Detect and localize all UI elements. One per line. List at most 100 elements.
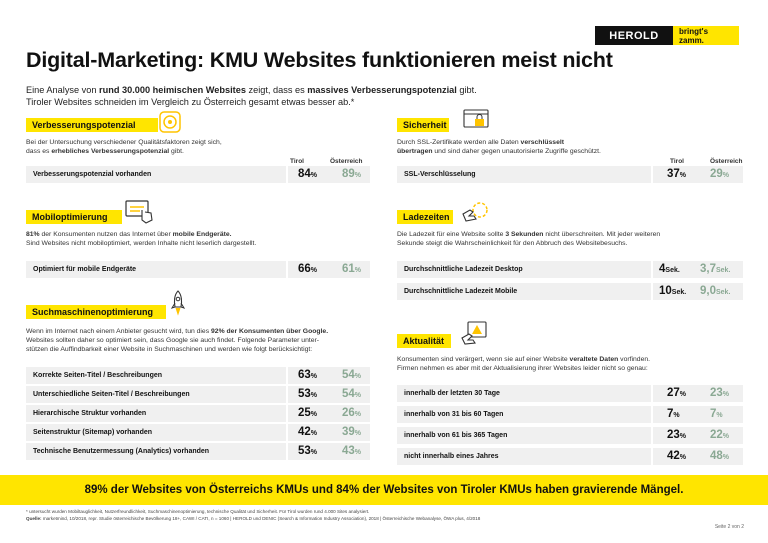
value-number: 3,7 xyxy=(700,263,716,275)
value-unit: % xyxy=(722,454,730,461)
value-unit: % xyxy=(722,433,730,440)
source-label: Quelle: xyxy=(26,516,42,521)
row-divider xyxy=(651,166,653,183)
row-label: Verbesserungspotenzial vorhanden xyxy=(33,171,152,178)
value-number: 63 xyxy=(298,369,311,381)
value-austria: 3,7Sek. xyxy=(700,262,730,278)
sicherheit-text: Durch SSL-Zertifikate werden alle Daten … xyxy=(397,138,737,156)
row-divider xyxy=(286,166,288,183)
value-austria: 39% xyxy=(342,425,361,441)
table-row: nicht innerhalb eines Jahres 42% 48% xyxy=(397,448,743,465)
row-label: innerhalb von 31 bis 60 Tagen xyxy=(404,411,504,418)
row-divider xyxy=(286,424,288,441)
intro-part: zeigt, dass es xyxy=(245,85,308,95)
table-row: Unterschiedliche Seiten-Titel / Beschrei… xyxy=(26,386,370,403)
value-tirol: 42% xyxy=(667,449,686,465)
row-label: Durchschnittliche Ladezeit Desktop xyxy=(404,266,523,273)
row-divider xyxy=(651,283,653,300)
value-austria: 43% xyxy=(342,444,361,460)
value-number: 37 xyxy=(667,168,680,180)
value-unit: % xyxy=(310,430,318,437)
value-number: 23 xyxy=(667,429,680,441)
verbesserung-text: Bei der Untersuchung verschiedener Quali… xyxy=(26,138,346,156)
intro-bold: rund 30.000 heimischen Websites xyxy=(99,85,246,95)
value-number: 22 xyxy=(710,429,723,441)
text-bold: veraltete Daten xyxy=(569,356,619,363)
value-number: 89 xyxy=(342,168,355,180)
value-number: 66 xyxy=(298,263,311,275)
row-label: Unterschiedliche Seiten-Titel / Beschrei… xyxy=(33,391,190,398)
source-line: Quelle: marketmind, 10/2018, repr. Studi… xyxy=(26,516,480,521)
table-row: Hierarchische Struktur vorhanden 25% 26% xyxy=(26,405,370,422)
table-row: Durchschnittliche Ladezeit Desktop 4Sek. 3… xyxy=(397,261,743,278)
row-divider xyxy=(286,443,288,460)
value-number: 42 xyxy=(667,450,680,462)
value-tirol: 7% xyxy=(667,407,680,423)
value-number: 26 xyxy=(342,407,355,419)
col-header-tirol: Tirol xyxy=(290,158,304,165)
target-icon xyxy=(159,111,181,133)
value-tirol: 4Sek. xyxy=(659,262,680,278)
row-divider xyxy=(651,406,653,423)
section-title-aktualitaet: Aktualität xyxy=(397,334,451,348)
value-unit: % xyxy=(310,449,318,456)
summary-banner: 89% der Websites von Österreichs KMUs un… xyxy=(0,475,768,505)
table-row: innerhalb von 61 bis 365 Tagen 23% 22% xyxy=(397,427,743,444)
row-label: Durchschnittliche Ladezeit Mobile xyxy=(404,288,518,295)
text-part: Wenn im Internet nach einem Anbieter ges… xyxy=(26,328,212,335)
text-line: Sind Websites nicht mobiloptimiert, werd… xyxy=(26,240,257,247)
value-unit: % xyxy=(354,392,362,399)
value-austria: 61% xyxy=(342,262,361,278)
value-number: 29 xyxy=(710,168,723,180)
text-part: Konsumenten sind verärgert, wenn sie auf… xyxy=(397,356,570,363)
intro-text: Eine Analyse von rund 30.000 heimischen … xyxy=(26,84,506,108)
value-number: 7 xyxy=(710,408,717,420)
value-number: 39 xyxy=(342,426,355,438)
value-unit: % xyxy=(354,267,362,274)
value-unit: % xyxy=(673,412,680,419)
value-number: 23 xyxy=(710,387,723,399)
logo-brand-name: HEROLD xyxy=(595,26,673,45)
text-part: und sind daher gegen unautorisierte Zugr… xyxy=(432,148,601,155)
mobil-text: 81% der Konsumenten nutzen das Internet … xyxy=(26,230,356,248)
warning-hand-icon xyxy=(461,321,487,345)
col-header-oesterreich: Österreich xyxy=(710,158,743,165)
row-label: Hierarchische Struktur vorhanden xyxy=(33,410,147,417)
value-tirol: 25% xyxy=(298,406,317,422)
value-tirol: 42% xyxy=(298,425,317,441)
value-unit: Sek. xyxy=(671,289,687,296)
value-unit: Sek. xyxy=(716,289,731,296)
value-number: 42 xyxy=(298,426,311,438)
herold-logo: HEROLD bringt's zamm. xyxy=(595,26,739,45)
value-number: 48 xyxy=(710,450,723,462)
table-row: Seitenstruktur (Sitemap) vorhanden 42% 39% xyxy=(26,424,370,441)
value-number: 53 xyxy=(298,388,311,400)
value-austria: 29% xyxy=(710,167,729,183)
text-line: Firmen nehmen es aber mit der Aktualisie… xyxy=(397,365,648,372)
value-unit: % xyxy=(310,172,318,179)
seo-text: Wenn im Internet nach einem Anbieter ges… xyxy=(26,327,376,354)
value-tirol: 27% xyxy=(667,386,686,402)
col-header-oesterreich: Österreich xyxy=(330,158,363,165)
row-label: innerhalb von 61 bis 365 Tagen xyxy=(404,432,508,439)
value-unit: % xyxy=(354,430,362,437)
section-title-seo: Suchmaschinenoptimierung xyxy=(26,305,166,319)
row-divider xyxy=(651,448,653,465)
text-bold: 3 Sekunden xyxy=(505,231,544,238)
text-bold: verschlüsselt xyxy=(520,139,564,146)
value-number: 61 xyxy=(342,263,355,275)
value-number: 10 xyxy=(659,285,672,297)
row-label: innerhalb der letzten 30 Tage xyxy=(404,390,500,397)
table-row: Durchschnittliche Ladezeit Mobile 10Sek. 9… xyxy=(397,283,743,300)
value-tirol: 53% xyxy=(298,444,317,460)
ladezeiten-text: Die Ladezeit für eine Website sollte 3 S… xyxy=(397,230,747,248)
browser-lock-icon xyxy=(463,109,489,128)
row-label: nicht innerhalb eines Jahres xyxy=(404,453,499,460)
text-part: gibt. xyxy=(169,148,184,155)
value-unit: % xyxy=(679,454,687,461)
value-unit: % xyxy=(310,373,318,380)
logo-tagline: bringt's zamm. xyxy=(673,26,739,45)
value-unit: % xyxy=(679,172,687,179)
value-unit: Sek. xyxy=(716,267,731,274)
text-part: Durch SSL-Zertifikate werden alle Daten xyxy=(397,139,521,146)
